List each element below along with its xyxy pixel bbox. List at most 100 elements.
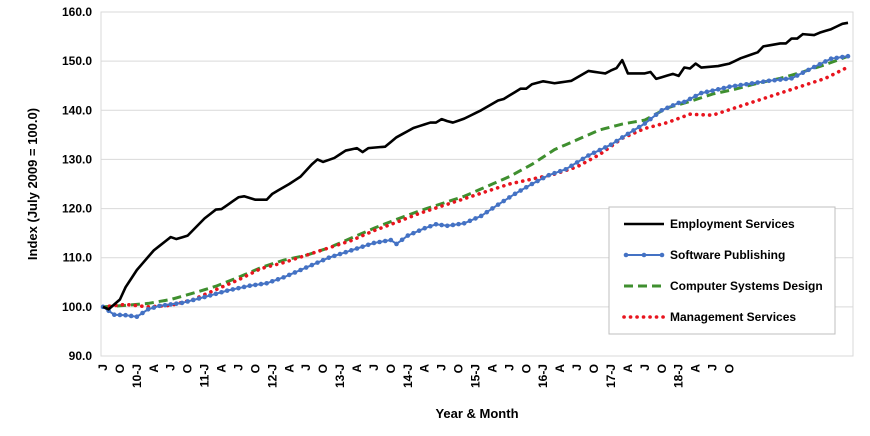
data-point [230, 287, 236, 292]
data-point [394, 241, 399, 247]
data-point [755, 80, 760, 85]
data-point [461, 221, 467, 226]
data-point [518, 188, 523, 193]
legend-marker [659, 252, 665, 258]
data-point [535, 178, 540, 184]
data-point [507, 195, 512, 200]
data-point [631, 128, 636, 133]
legend-item-employment-services: Employment Services [624, 217, 795, 231]
data-point [574, 160, 580, 165]
data-point [349, 248, 354, 253]
plot-area-border [100, 11, 854, 357]
x-tick-label: J [367, 364, 381, 371]
x-tick-label: A [350, 364, 364, 373]
data-point [326, 255, 332, 261]
data-point [648, 116, 653, 122]
data-point [597, 147, 602, 153]
data-point [619, 135, 625, 140]
data-point [433, 222, 439, 227]
data-point [744, 81, 749, 87]
gridlines [101, 11, 853, 357]
data-point [524, 184, 529, 190]
data-point [315, 260, 320, 265]
data-point [111, 312, 117, 318]
data-point [840, 54, 845, 60]
data-point [332, 253, 337, 259]
data-point [191, 297, 196, 303]
data-point [591, 150, 597, 156]
data-point [411, 230, 416, 236]
data-point [117, 312, 123, 318]
x-tick-label: J [164, 364, 178, 371]
data-point [264, 280, 269, 286]
x-tick-label: 10-J [130, 364, 144, 388]
x-tick-label: 16-J [536, 364, 550, 388]
series-line [102, 21, 849, 311]
data-point [580, 156, 586, 162]
legend-label: Software Publishing [670, 248, 785, 262]
data-point [382, 238, 388, 244]
data-point [450, 222, 456, 228]
x-tick-label: J [638, 364, 652, 371]
data-point [388, 237, 394, 243]
data-point [371, 240, 377, 246]
legend-item-software-publishing: Software Publishing [623, 248, 785, 262]
x-tick-label: O [384, 364, 398, 373]
data-point [789, 76, 794, 81]
data-point [698, 90, 704, 96]
data-point [416, 228, 422, 233]
data-point [501, 198, 507, 204]
data-point [236, 285, 241, 291]
data-point [207, 293, 213, 298]
x-tick-label: O [587, 364, 601, 373]
x-tick-label: O [655, 364, 669, 373]
data-point [625, 131, 631, 137]
data-point [456, 221, 461, 227]
data-point [704, 89, 710, 95]
data-point [653, 112, 659, 118]
x-tick-label: J [570, 364, 584, 371]
x-tick-label: 15-J [469, 364, 483, 388]
series-management-services [101, 65, 850, 309]
data-point [405, 233, 411, 238]
y-tick-label: 150.0 [62, 54, 92, 68]
data-point [586, 153, 591, 158]
x-tick-label: A [215, 364, 229, 373]
data-point [360, 244, 365, 249]
x-tick-label: A [689, 364, 703, 373]
data-point [213, 291, 219, 297]
y-tick-label: 110.0 [63, 251, 93, 265]
data-point [766, 78, 772, 84]
data-point [642, 121, 648, 126]
x-tick-label: O [722, 364, 736, 373]
data-point [834, 55, 840, 61]
x-tick-label: O [113, 364, 127, 373]
data-point [439, 222, 444, 228]
data-point [546, 172, 552, 178]
x-tick-label: J [299, 364, 313, 371]
x-tick-label: O [519, 364, 533, 373]
data-point [794, 73, 800, 78]
legend-marker [623, 252, 629, 258]
x-tick-label: J [96, 364, 110, 371]
data-point [275, 277, 281, 282]
data-point [145, 307, 151, 312]
x-tick-label: 12-J [265, 364, 279, 388]
y-tick-label: 130.0 [62, 152, 92, 166]
data-point [140, 310, 145, 316]
data-point [800, 70, 806, 75]
data-point [845, 53, 851, 59]
x-tick-label: O [316, 364, 330, 373]
data-point [168, 302, 174, 307]
legend-item-management-services: Management Services [622, 310, 796, 324]
data-point [490, 206, 495, 211]
data-point [710, 88, 715, 93]
data-point [224, 288, 230, 293]
x-tick-label: A [621, 364, 635, 373]
data-point [761, 79, 766, 84]
data-point [557, 168, 563, 174]
x-tick-label: J [502, 364, 516, 371]
data-point [151, 305, 157, 310]
data-point [715, 87, 721, 92]
